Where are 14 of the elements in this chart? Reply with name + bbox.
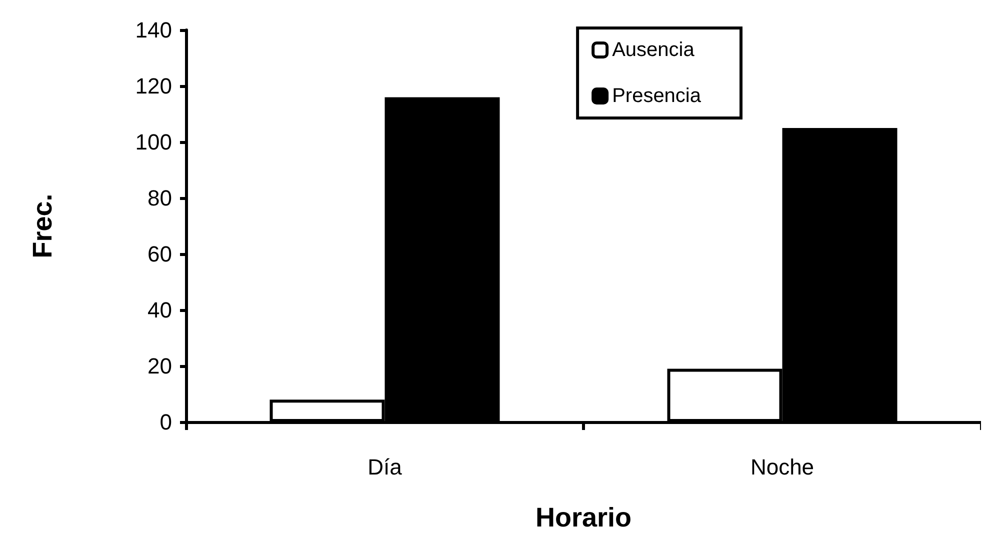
- y-tick-label: 100: [135, 130, 172, 154]
- y-tick-label: 40: [148, 298, 172, 322]
- y-tick-label: 0: [160, 410, 172, 434]
- x-tick-label: Noche: [750, 454, 814, 480]
- legend-label: Presencia: [612, 85, 702, 107]
- x-tick-label: Día: [368, 454, 403, 480]
- y-tick-label: 140: [135, 18, 172, 42]
- y-tick-label: 80: [148, 186, 172, 210]
- y-tick-label: 120: [135, 74, 172, 98]
- y-axis-title: Frec.: [28, 194, 58, 258]
- x-axis-title: Horario: [535, 502, 632, 532]
- y-tick-label: 20: [148, 354, 172, 378]
- legend-label: Ausencia: [612, 39, 696, 61]
- y-tick-label: 60: [148, 242, 172, 266]
